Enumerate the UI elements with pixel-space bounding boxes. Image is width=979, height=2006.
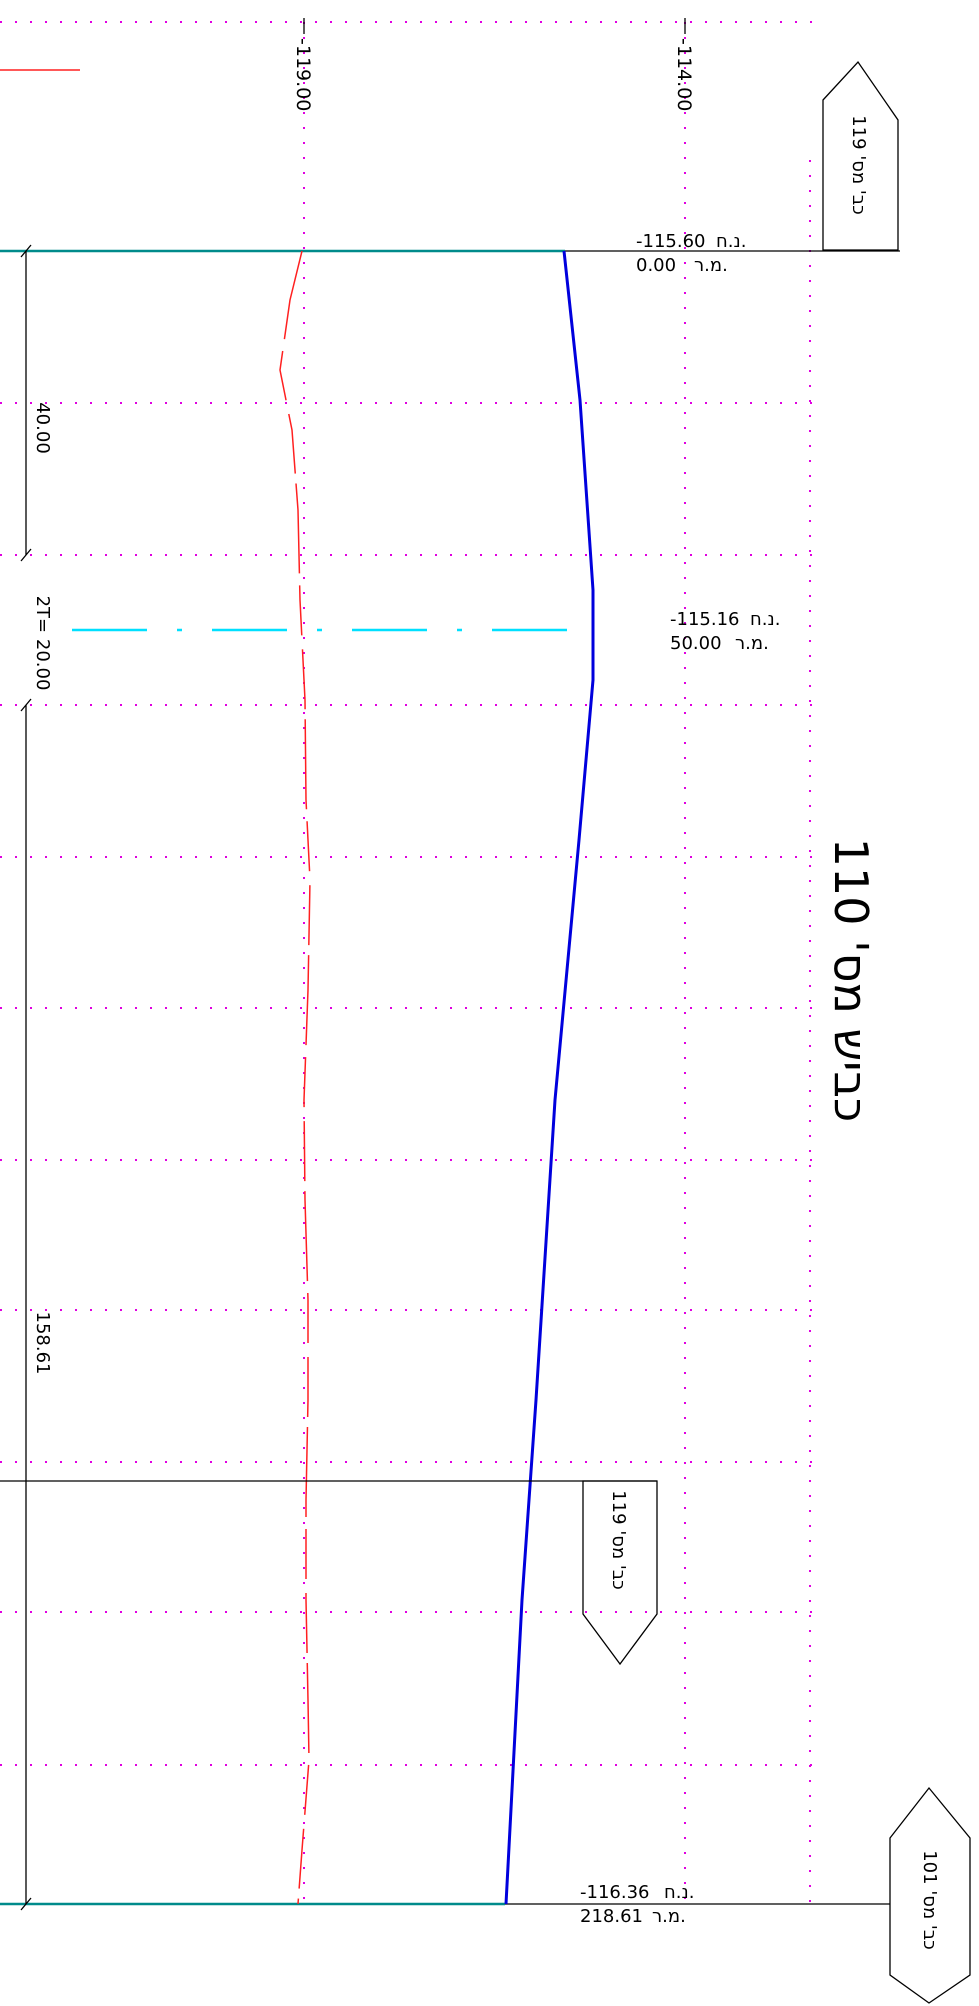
station-chainage: 50.00 bbox=[670, 633, 722, 654]
station-elevation: -115.60 bbox=[636, 231, 705, 252]
station-elevation: -116.36 bbox=[580, 1882, 649, 1903]
station-chainage-label: מ.ר. bbox=[652, 1906, 686, 1927]
drawing-title: כביש מס' 110 bbox=[824, 838, 878, 1123]
grid bbox=[0, 21, 812, 1905]
road-tag-top: כב' מס' 119 bbox=[822, 60, 899, 251]
road-tag-middle: כב' מס' 119 bbox=[0, 1480, 658, 1666]
road-tag-bottom: כב' מס' 101 bbox=[889, 1786, 971, 2004]
station-elevation-label: נ.ח. bbox=[750, 609, 780, 630]
station-chainage-label: מ.ר. bbox=[735, 633, 769, 654]
station-annotation-curve: -115.16 נ.ח. 50.00 מ.ר. bbox=[670, 609, 780, 654]
station-elevation-label: נ.ח. bbox=[716, 231, 746, 252]
dimension-label-segment-2: 158.61 bbox=[32, 1312, 53, 1375]
axis-label-right: -114.00 bbox=[673, 38, 695, 111]
dimension-line bbox=[20, 244, 32, 1911]
station-chainage: 218.61 bbox=[580, 1906, 643, 1927]
design-profile-line bbox=[504, 250, 595, 1905]
road-tag-top-label: כב' מס' 119 bbox=[848, 115, 869, 215]
ground-profile-line bbox=[279, 250, 311, 1905]
dimension-label-curve: 2T= 20.00 bbox=[32, 596, 53, 691]
station-elevation-label: נ.ח. bbox=[664, 1882, 694, 1903]
station-chainage-label: מ.ר. bbox=[694, 255, 728, 276]
road-tag-middle-label: כב' מס' 119 bbox=[608, 1490, 629, 1590]
road-tag-bottom-label: כב' מס' 101 bbox=[919, 1850, 940, 1950]
station-annotation-start: -115.60 נ.ח. 0.00 מ.ר. bbox=[636, 231, 746, 276]
axis-label-left: -119.00 bbox=[292, 38, 314, 111]
station-chainage: 0.00 bbox=[636, 255, 676, 276]
station-elevation: -115.16 bbox=[670, 609, 739, 630]
dimension-label-segment-1: 40.00 bbox=[32, 402, 53, 454]
station-annotation-end: -116.36 נ.ח. 218.61 מ.ר. bbox=[580, 1882, 694, 1927]
